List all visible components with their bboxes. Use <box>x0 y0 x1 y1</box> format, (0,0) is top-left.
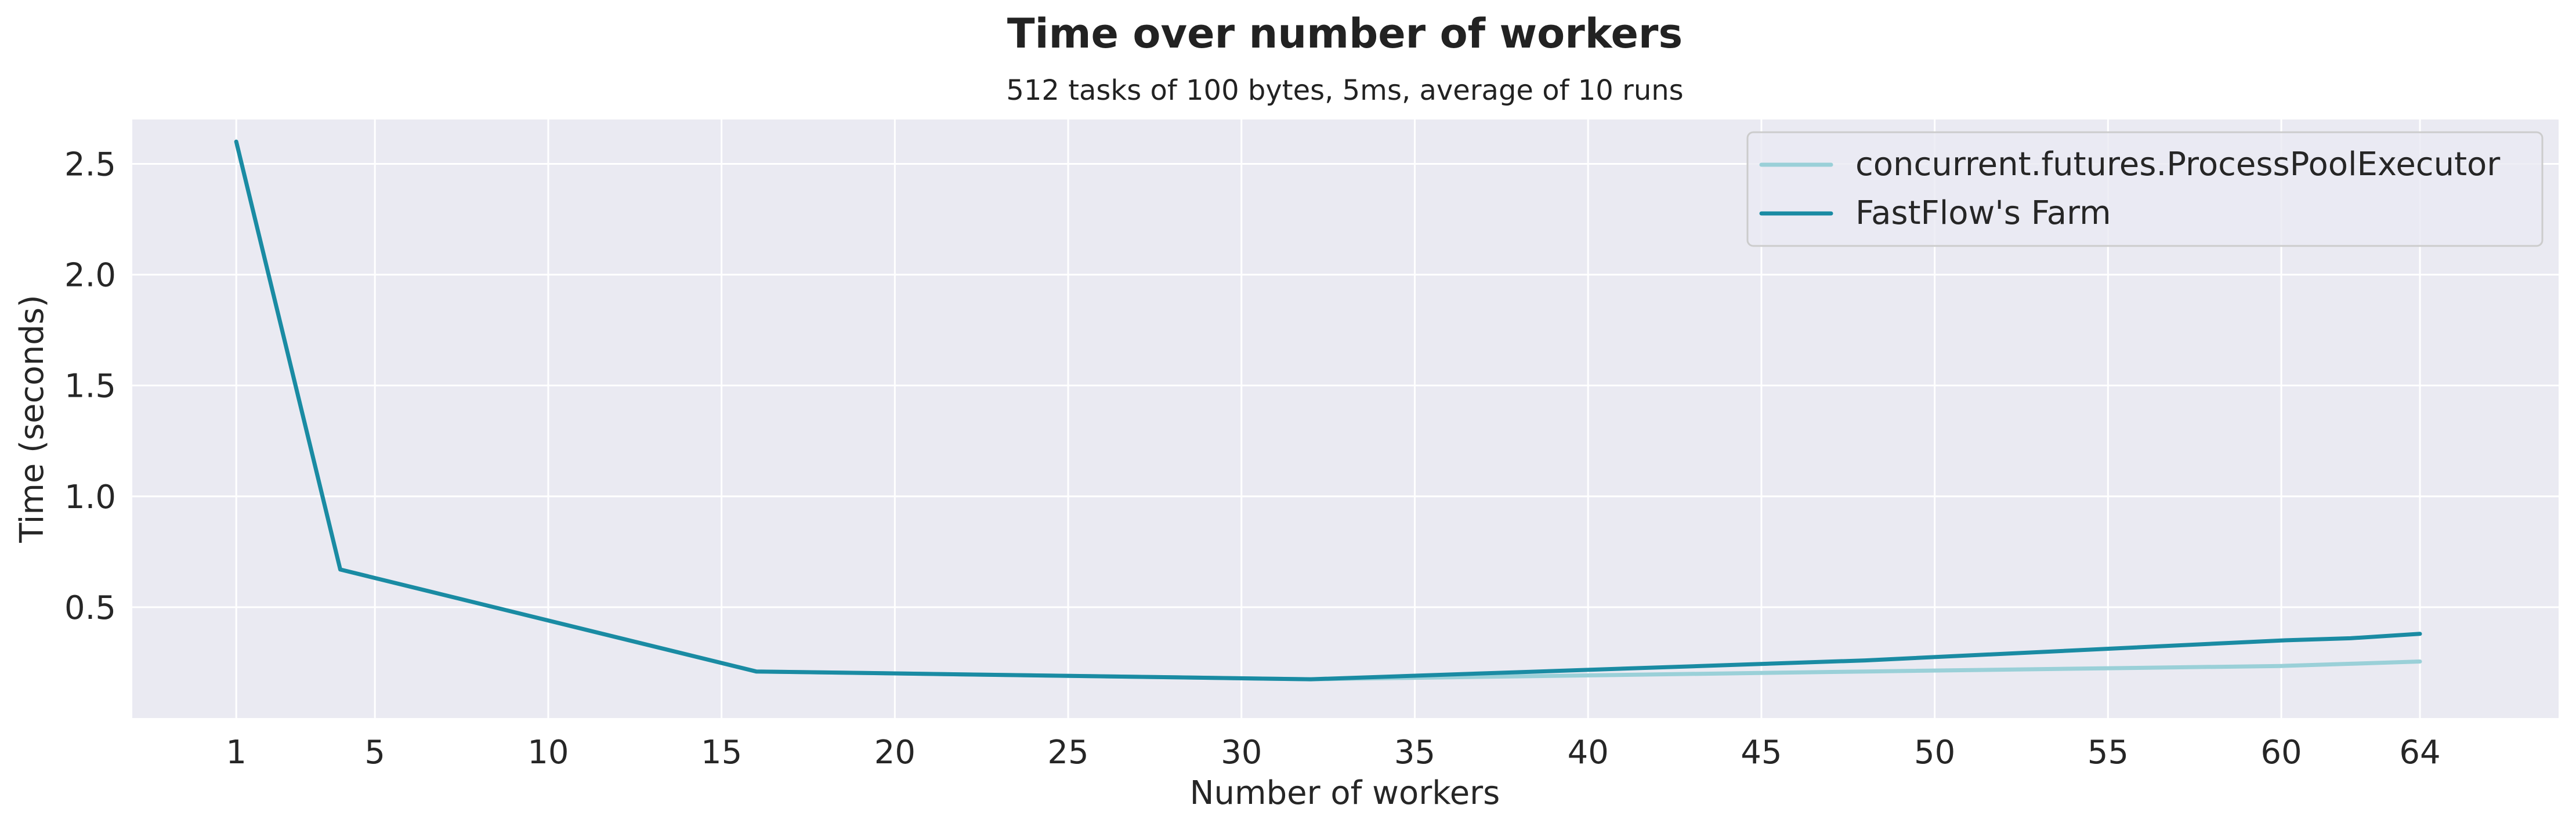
legend-box <box>1746 131 2544 247</box>
y-tick-label: 0.5 <box>64 589 116 627</box>
x-tick-labels: 1 5 10 15 20 25 30 35 40 45 50 55 60 64 <box>226 734 2440 771</box>
x-tick-label: 64 <box>2399 734 2440 771</box>
x-tick-label: 25 <box>1047 734 1088 771</box>
x-tick-label: 20 <box>874 734 916 771</box>
y-axis-label: Time (seconds) <box>13 295 51 543</box>
legend: concurrent.futures.ProcessPoolExecutor F… <box>1746 131 2544 247</box>
x-tick-label: 45 <box>1741 734 1782 771</box>
x-tick-label: 35 <box>1394 734 1435 771</box>
chart-title: Time over number of workers <box>1007 10 1683 57</box>
legend-label-processpool: concurrent.futures.ProcessPoolExecutor <box>1855 146 2501 183</box>
x-tick-label: 15 <box>701 734 742 771</box>
x-axis-label: Number of workers <box>1190 774 1500 812</box>
y-tick-label: 2.0 <box>64 257 116 295</box>
x-tick-label: 1 <box>226 734 247 771</box>
x-tick-label: 40 <box>1568 734 1609 771</box>
y-tick-label: 1.0 <box>64 479 116 516</box>
x-tick-label: 55 <box>2087 734 2129 771</box>
x-tick-label: 60 <box>2260 734 2302 771</box>
legend-label-fastflow: FastFlow's Farm <box>1855 194 2111 232</box>
y-tick-label: 2.5 <box>64 146 116 183</box>
series-lines <box>234 139 2422 682</box>
chart-subtitle: 512 tasks of 100 bytes, 5ms, average of … <box>1006 74 1683 107</box>
series-line-fastflow <box>234 139 2422 682</box>
x-tick-label: 5 <box>364 734 385 771</box>
x-tick-label: 10 <box>527 734 569 771</box>
x-tick-label: 30 <box>1221 734 1262 771</box>
y-tick-label: 1.5 <box>64 368 116 405</box>
y-tick-labels: 0.5 1.0 1.5 2.0 2.5 <box>64 146 116 626</box>
x-tick-label: 50 <box>1914 734 1955 771</box>
